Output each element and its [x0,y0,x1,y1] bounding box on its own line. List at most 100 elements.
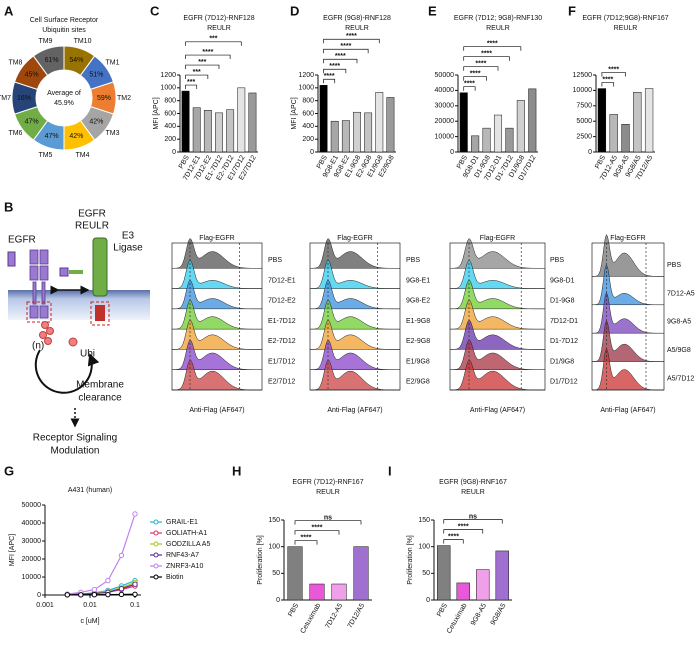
bar [386,97,395,153]
bar [644,88,654,153]
y-tick-label: 10000 [435,133,455,140]
data-point [118,591,125,598]
diagram-label: REULR [75,221,109,232]
highlight-box [90,301,110,326]
legend-marker [153,530,159,536]
data-point [118,586,125,592]
significance-label: **** [335,53,346,60]
chart-subtitle: REULR [614,25,638,32]
x-tick-label: 7D12-A5 [324,602,344,630]
chart-title: A431 (human) [68,487,112,494]
e3-ligase [92,237,108,297]
segment-label: 42% [69,133,83,140]
segment-label: 59% [97,95,111,102]
y-axis-label: Proliferation [%] [257,535,264,584]
histogram [591,234,665,277]
bar [192,107,201,153]
bar [482,127,491,153]
histogram [449,299,546,330]
y-tick-label: 800 [302,98,314,105]
row-label: 9G8-E2 [406,298,430,305]
significance-bracket [323,48,369,54]
y-tick-label: 200 [302,136,314,143]
row-label: E1/9G8 [406,358,430,365]
y-tick-label: 600 [164,110,176,117]
bar [495,550,509,601]
row-label: D1-9G8 [550,298,575,305]
segment-name: TM3 [106,130,120,137]
segment-name: TM9 [38,38,52,45]
significance-label: **** [602,76,613,83]
diagram-label: Receptor Signaling [33,433,118,444]
histogram [171,319,263,350]
y-tick-label: 0 [276,597,280,604]
bar [287,546,303,601]
significance-label: *** [193,69,201,76]
significance-bracket [323,78,336,84]
significance-label: **** [458,523,469,530]
x-tick-label: 0.001 [36,602,54,609]
panel-label: I [388,463,392,478]
cycle-arrow [34,349,100,394]
bar [516,100,525,153]
flow-xlabel: Anti-Flag (AF647) [600,407,655,414]
histogram [591,264,665,306]
donut-title: Ubiquitin sites [42,27,86,34]
bar [309,583,325,601]
significance-bracket [294,540,318,545]
chart-subtitle: REULR [207,25,231,32]
row-label: 7D12-E1 [268,277,296,284]
row-label: E2/7D12 [268,379,295,386]
significance-bracket [443,529,484,534]
diagram-label: EGFR [78,209,106,220]
bar [353,546,369,601]
significance-label: **** [487,41,498,48]
histogram [309,279,401,310]
chart-subtitle: REULR [345,25,369,32]
legend-marker [153,519,159,525]
data-point [91,586,98,593]
data-point [132,591,138,597]
legend-marker [153,552,159,558]
bar [459,92,468,153]
y-tick-label: 1200 [298,72,314,79]
segment-name: TM10 [74,38,92,45]
data-point [78,592,84,598]
histogram [591,320,665,362]
donut-center: 45.9% [54,100,74,107]
bar [181,90,190,153]
chart-title: EGFR (9G8)-RNF128 [323,15,391,22]
x-tick-label: PBS [287,602,300,618]
significance-bracket [185,74,209,80]
chart-title: EGFR (9G8)-RNF167 [439,479,507,486]
y-tick-label: 150 [418,517,430,524]
row-label: E2/9G8 [406,379,430,386]
bar [597,88,607,153]
significance-bracket [463,86,476,91]
bar [237,87,246,153]
histogram [449,259,546,289]
diagram-label: clearance [78,393,122,404]
y-tick-label: 150 [268,517,280,524]
data-point [91,592,98,598]
donut-center: Average of [47,90,81,97]
significance-label: **** [448,533,459,540]
histogram [171,339,263,370]
panel-label: G [4,463,14,478]
row-label: PBS [406,257,420,264]
y-axis-label: Proliferation [%] [407,535,414,584]
flow-frame [171,242,263,391]
histogram [591,292,665,334]
segment-name: TM6 [8,130,22,137]
y-tick-label: 5000 [576,118,592,125]
row-label: A5/7D12 [667,375,694,382]
y-tick-label: 40000 [22,520,42,527]
y-tick-label: 0 [588,149,592,156]
y-tick-label: 10000 [22,574,42,581]
significance-bracket [294,520,362,525]
significance-bracket [185,54,231,60]
linker [69,270,83,274]
legend-marker [153,541,159,547]
highlight-box [26,301,52,323]
y-tick-label: 10000 [573,87,593,94]
